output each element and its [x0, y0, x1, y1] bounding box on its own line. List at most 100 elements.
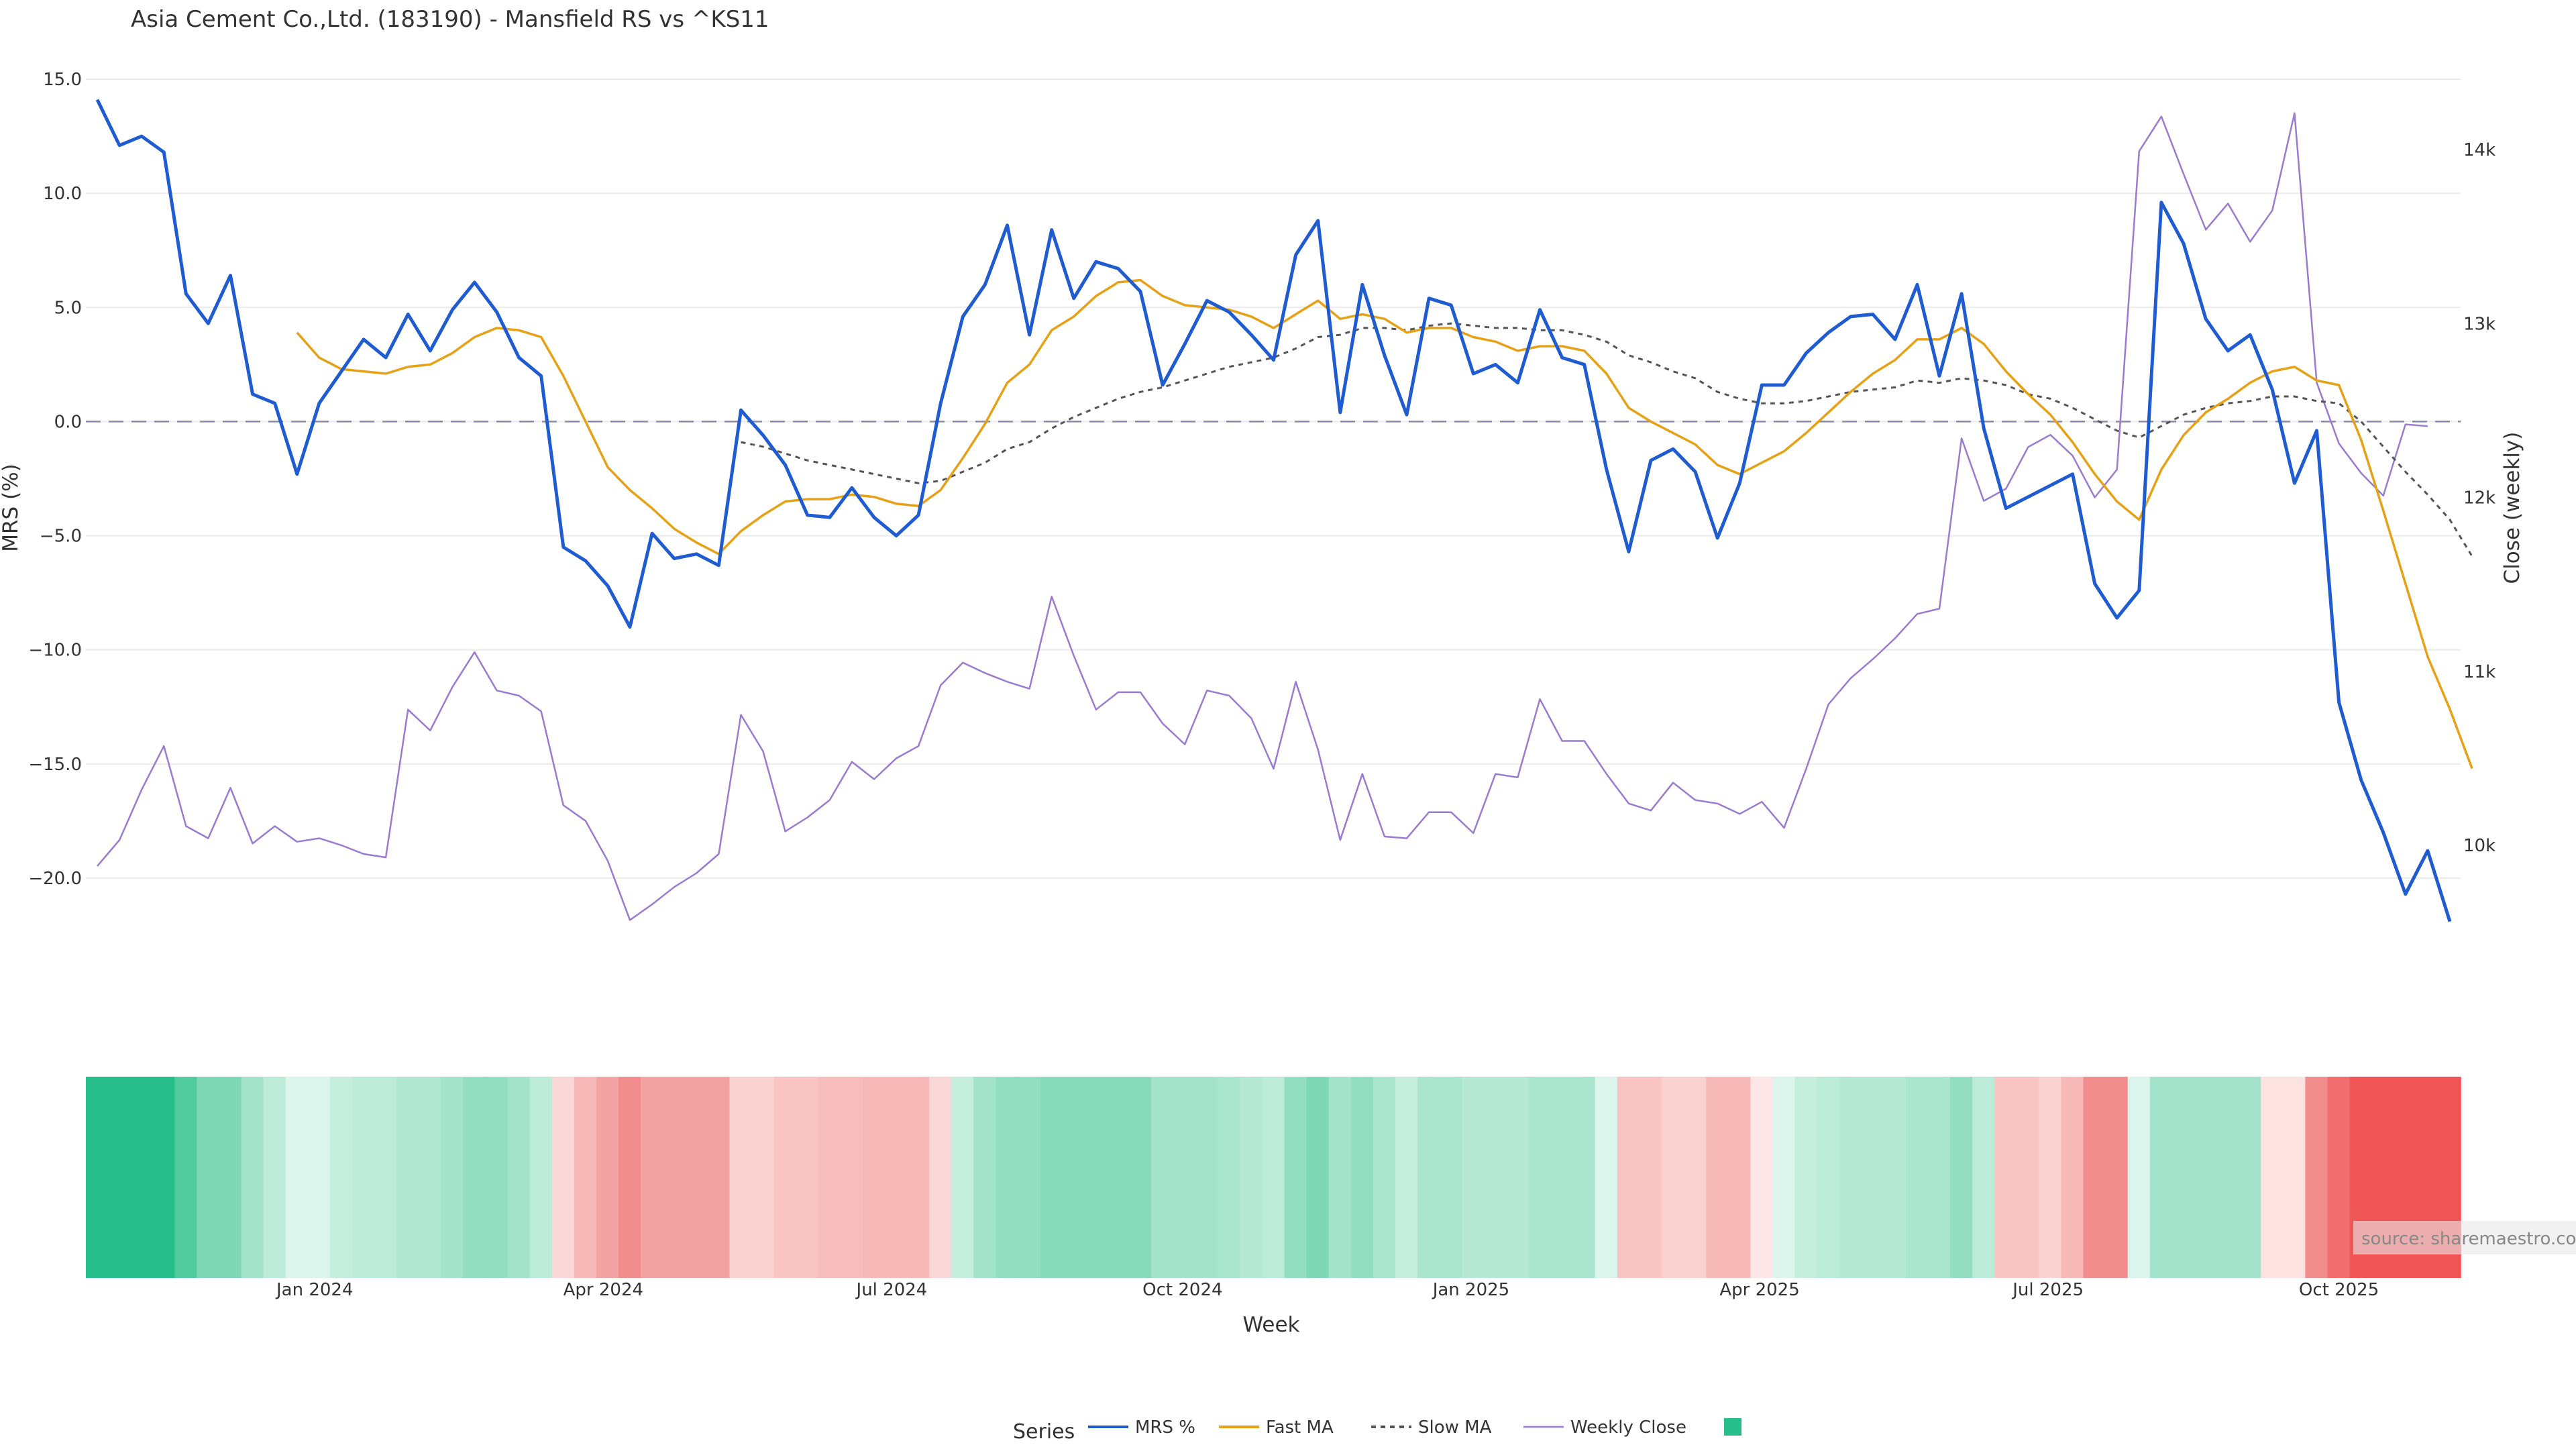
heat-cell — [1817, 1077, 1840, 1278]
legend-title: Series — [1013, 1420, 1075, 1444]
heat-cell — [2261, 1077, 2284, 1278]
y-axis-right-title: Close (weekly) — [2500, 432, 2524, 584]
heat-cell — [596, 1077, 619, 1278]
heat-cell — [1306, 1077, 1330, 1278]
heat-cell — [419, 1077, 442, 1278]
heat-cell — [2105, 1077, 2129, 1278]
heat-cell — [329, 1077, 353, 1278]
heat-cell — [2194, 1077, 2217, 1278]
heat-cell — [929, 1077, 953, 1278]
heat-cell — [374, 1077, 397, 1278]
heat-cell — [2216, 1077, 2239, 1278]
series-line-slow-ma — [741, 322, 2473, 557]
heat-cell — [1861, 1077, 1884, 1278]
heat-cell — [773, 1077, 797, 1278]
heat-cell — [1240, 1077, 1263, 1278]
heat-cell — [352, 1077, 375, 1278]
heat-cell — [729, 1077, 753, 1278]
right-axis-ticks: 14k 13k 12k 11k 10k — [2463, 140, 2496, 856]
left-axis-ticks: 15.0 10.0 5.0 0.0 −5.0 −10.0 −15.0 −20.0 — [28, 70, 82, 889]
heat-cell — [241, 1077, 264, 1278]
heat-cell — [796, 1077, 819, 1278]
heat-cell — [285, 1077, 309, 1278]
heat-cell — [818, 1077, 841, 1278]
heat-cell — [1417, 1077, 1440, 1278]
y-right-tick-label: 11k — [2463, 662, 2496, 682]
heat-cell — [1284, 1077, 1307, 1278]
y-right-tick-label: 14k — [2463, 140, 2496, 160]
heat-cell — [996, 1077, 1019, 1278]
x-axis-title: Week — [1243, 1313, 1300, 1337]
heat-cell — [1484, 1077, 1507, 1278]
heat-cell — [219, 1077, 242, 1278]
y-left-tick-label: −20.0 — [28, 869, 82, 889]
heat-cell — [1883, 1077, 1907, 1278]
heat-cell — [907, 1077, 930, 1278]
y-left-tick-label: −15.0 — [28, 755, 82, 775]
heat-cell — [663, 1077, 686, 1278]
heat-cell — [1084, 1077, 1108, 1278]
heat-cell — [152, 1077, 176, 1278]
x-tick-label: Jul 2025 — [2011, 1280, 2084, 1300]
source-watermark-bg — [2353, 1221, 2576, 1254]
y-left-tick-label: 5.0 — [54, 298, 82, 318]
chart-title: Asia Cement Co.,Ltd. (183190) - Mansfiel… — [131, 6, 769, 33]
y-right-tick-label: 13k — [2463, 314, 2496, 334]
heat-cell — [1173, 1077, 1196, 1278]
heat-cell — [485, 1077, 508, 1278]
y-left-tick-label: −5.0 — [40, 527, 82, 547]
heat-cell — [1728, 1077, 1752, 1278]
heat-cell — [2149, 1077, 2173, 1278]
y-left-tick-label: −10.0 — [28, 641, 82, 661]
heat-cell — [551, 1077, 575, 1278]
heat-cell — [1128, 1077, 1152, 1278]
heat-cell — [1218, 1077, 1241, 1278]
heat-cell — [1262, 1077, 1285, 1278]
heat-cell — [707, 1077, 731, 1278]
heat-cell — [951, 1077, 975, 1278]
x-tick-label: Jul 2024 — [855, 1280, 928, 1300]
heat-cell — [2039, 1077, 2062, 1278]
heat-cell — [1350, 1077, 1374, 1278]
heat-cell — [2283, 1077, 2306, 1278]
heat-cell — [2327, 1077, 2351, 1278]
x-tick-label: Jan 2024 — [275, 1280, 354, 1300]
gridlines — [86, 78, 2461, 879]
source-watermark: source: sharemaestro.com — [2353, 1221, 2576, 1254]
heat-cell — [1528, 1077, 1552, 1278]
heat-cell — [1062, 1077, 1085, 1278]
heat-cell — [396, 1077, 420, 1278]
heat-cell — [885, 1077, 908, 1278]
heat-cell — [641, 1077, 663, 1278]
heat-cell — [1927, 1077, 1951, 1278]
heat-cell — [2061, 1077, 2084, 1278]
heat-cell — [2171, 1077, 2195, 1278]
legend-label: Fast MA — [1266, 1417, 1334, 1438]
heat-cell — [1328, 1077, 1352, 1278]
heat-cell — [529, 1077, 553, 1278]
heat-cell — [1706, 1077, 1729, 1278]
y-left-tick-label: 10.0 — [43, 184, 82, 204]
heat-cell — [2305, 1077, 2328, 1278]
heat-cell — [1195, 1077, 1219, 1278]
x-tick-label: Apr 2025 — [1719, 1280, 1799, 1300]
heat-cell — [2017, 1077, 2040, 1278]
heat-cell — [1550, 1077, 1574, 1278]
heat-cell — [108, 1077, 131, 1278]
heat-cell — [1373, 1077, 1396, 1278]
series-line-weekly-close — [97, 112, 2428, 921]
heat-cell — [862, 1077, 885, 1278]
heat-cell — [263, 1077, 286, 1278]
heat-cell — [1684, 1077, 1707, 1278]
heat-cell — [174, 1077, 198, 1278]
heat-cell — [307, 1077, 331, 1278]
series-line-fast-ma — [296, 278, 2473, 769]
y-left-tick-label: 15.0 — [43, 70, 82, 90]
heat-cell — [2083, 1077, 2106, 1278]
x-axis-ticks: Jan 2024 Apr 2024 Jul 2024 Oct 2024 Jan 2025… — [275, 1280, 2379, 1300]
heat-cell — [1106, 1077, 1130, 1278]
heat-cell — [751, 1077, 775, 1278]
legend-label: MRS % — [1135, 1417, 1195, 1438]
heat-cell — [1595, 1077, 1618, 1278]
heat-cell — [1750, 1077, 1774, 1278]
